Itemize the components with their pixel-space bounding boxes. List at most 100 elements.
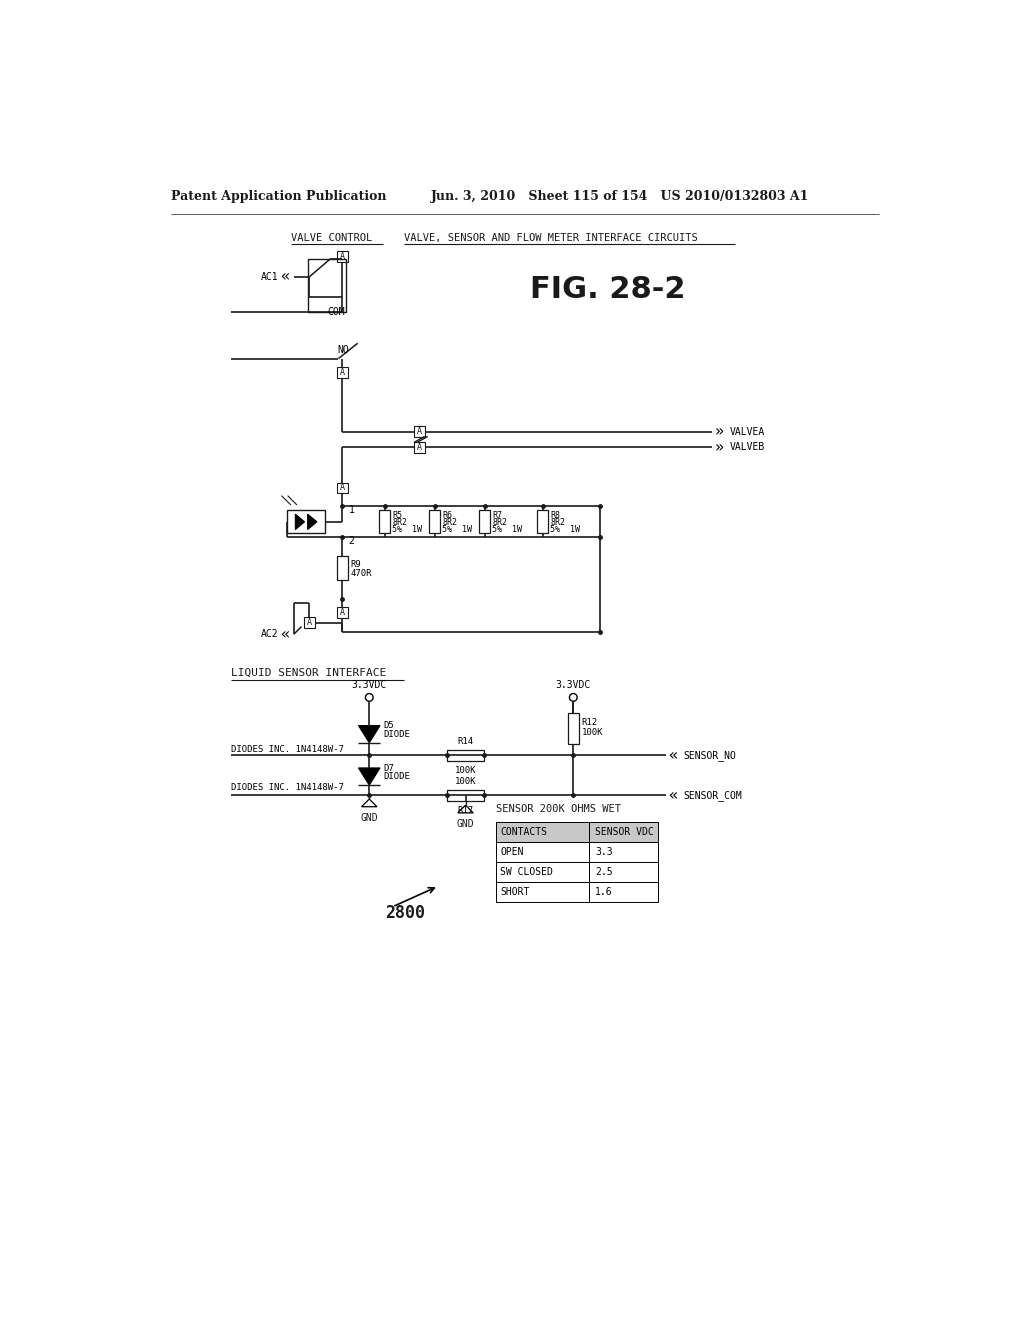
Text: 1.6: 1.6	[595, 887, 612, 898]
Text: 100K: 100K	[455, 777, 476, 785]
Polygon shape	[295, 515, 304, 529]
Bar	[304, 618, 314, 628]
Bar	[337, 557, 348, 579]
Text: COM: COM	[327, 308, 344, 317]
Bar	[307, 259, 346, 313]
Text: DIODE: DIODE	[383, 772, 410, 781]
Text: FIG. 28-2: FIG. 28-2	[530, 275, 686, 304]
Text: 3.3VDC: 3.3VDC	[351, 680, 387, 689]
Text: 5%  1W: 5% 1W	[442, 525, 472, 535]
Bar	[497, 862, 589, 882]
Text: AC2: AC2	[261, 630, 279, 639]
Text: R17: R17	[458, 807, 473, 814]
Text: NO: NO	[337, 345, 348, 355]
Bar	[589, 882, 658, 903]
Text: R5: R5	[392, 511, 402, 520]
Text: 5%  1W: 5% 1W	[392, 525, 422, 535]
Text: D5: D5	[383, 722, 394, 730]
Bar	[447, 750, 484, 760]
Text: 5%  1W: 5% 1W	[550, 525, 581, 535]
Bar	[414, 442, 425, 453]
Text: DIODE: DIODE	[383, 730, 410, 739]
Text: OPEN: OPEN	[500, 847, 523, 857]
Text: A: A	[417, 442, 422, 451]
Text: 3.3: 3.3	[595, 847, 612, 857]
Text: Patent Application Publication: Patent Application Publication	[171, 190, 386, 203]
Text: SENSOR_NO: SENSOR_NO	[683, 750, 736, 760]
Text: SENSOR_COM: SENSOR_COM	[683, 789, 742, 801]
Text: 2800: 2800	[385, 904, 425, 921]
Text: 470R: 470R	[351, 569, 373, 578]
Text: CONTACTS: CONTACTS	[500, 828, 547, 837]
Text: A: A	[307, 618, 311, 627]
Text: VALVEB: VALVEB	[730, 442, 765, 453]
Bar	[479, 511, 490, 533]
Text: R14: R14	[458, 737, 473, 746]
Bar	[497, 882, 589, 903]
Text: AC1: AC1	[261, 272, 279, 282]
Bar	[538, 511, 548, 533]
Text: 8R2: 8R2	[442, 519, 458, 527]
Bar	[497, 822, 589, 842]
Text: DIODES INC. 1N4148W-7: DIODES INC. 1N4148W-7	[230, 783, 343, 792]
Text: 100K: 100K	[455, 766, 476, 775]
Text: GND: GND	[360, 813, 378, 822]
Text: 2: 2	[348, 536, 354, 545]
Bar	[447, 789, 484, 800]
Text: «: «	[280, 269, 289, 285]
Polygon shape	[358, 726, 380, 743]
Polygon shape	[307, 515, 316, 529]
Text: A: A	[340, 368, 345, 378]
Text: R9: R9	[351, 560, 361, 569]
Text: GND: GND	[457, 818, 474, 829]
Text: «: «	[280, 627, 289, 642]
Text: R6: R6	[442, 511, 453, 520]
Text: A: A	[340, 252, 345, 260]
Text: 5%  1W: 5% 1W	[493, 525, 522, 535]
Text: Jun. 3, 2010   Sheet 115 of 154   US 2010/0132803 A1: Jun. 3, 2010 Sheet 115 of 154 US 2010/01…	[431, 190, 809, 203]
Text: A: A	[340, 483, 345, 492]
Text: VALVE, SENSOR AND FLOW METER INTERFACE CIRCUITS: VALVE, SENSOR AND FLOW METER INTERFACE C…	[403, 234, 697, 243]
Polygon shape	[358, 768, 380, 785]
Text: SW CLOSED: SW CLOSED	[500, 867, 553, 878]
Bar	[287, 511, 326, 533]
Bar	[589, 862, 658, 882]
Text: 8R2: 8R2	[550, 519, 565, 527]
Text: »: »	[714, 424, 723, 440]
Text: «: «	[668, 747, 677, 763]
Bar	[337, 367, 348, 378]
Text: DIODES INC. 1N4148W-7: DIODES INC. 1N4148W-7	[230, 746, 343, 754]
Text: SENSOR 200K OHMS WET: SENSOR 200K OHMS WET	[497, 804, 622, 814]
Text: VALVE CONTROL: VALVE CONTROL	[291, 234, 372, 243]
Text: SHORT: SHORT	[500, 887, 529, 898]
Text: «: «	[668, 788, 677, 803]
Text: R8: R8	[550, 511, 560, 520]
Text: 3.3VDC: 3.3VDC	[556, 680, 591, 689]
Text: A: A	[340, 609, 345, 618]
Bar	[414, 426, 425, 437]
Text: 8R2: 8R2	[493, 519, 508, 527]
Text: LIQUID SENSOR INTERFACE: LIQUID SENSOR INTERFACE	[230, 668, 386, 678]
Text: R12: R12	[582, 718, 598, 726]
Bar	[337, 607, 348, 618]
Text: 2.5: 2.5	[595, 867, 612, 878]
Text: SENSOR VDC: SENSOR VDC	[595, 828, 653, 837]
Text: 8R2: 8R2	[392, 519, 408, 527]
Bar	[337, 483, 348, 494]
Bar	[429, 511, 440, 533]
Bar	[497, 842, 589, 862]
Bar	[568, 713, 579, 743]
Bar	[589, 822, 658, 842]
Polygon shape	[458, 805, 473, 813]
Text: 1: 1	[348, 506, 354, 515]
Text: »: »	[714, 440, 723, 454]
Text: 100K: 100K	[582, 727, 603, 737]
Bar	[337, 251, 348, 261]
Text: R7: R7	[493, 511, 503, 520]
Text: A: A	[417, 428, 422, 436]
Polygon shape	[361, 799, 377, 807]
Text: D7: D7	[383, 764, 394, 772]
Bar	[379, 511, 390, 533]
Text: VALVEA: VALVEA	[730, 426, 765, 437]
Bar	[589, 842, 658, 862]
